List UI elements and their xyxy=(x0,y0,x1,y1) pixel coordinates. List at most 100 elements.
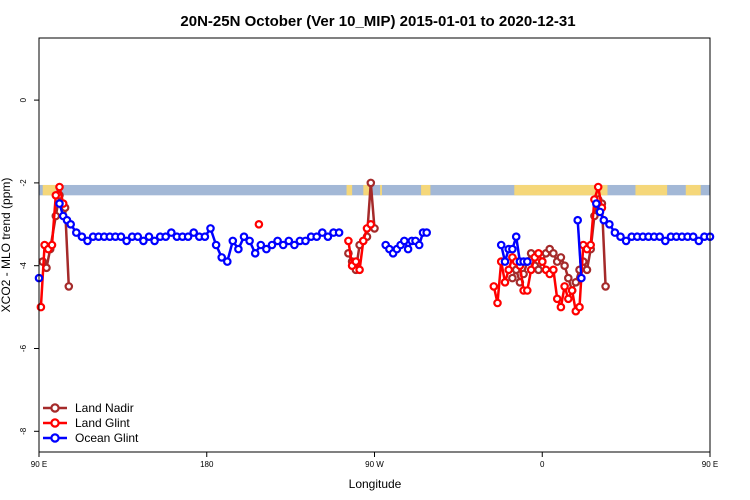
data-point xyxy=(552,294,562,304)
y-tick-label: -2 xyxy=(19,179,28,187)
data-point xyxy=(301,236,310,246)
data-point xyxy=(522,257,532,266)
data-point xyxy=(51,191,61,200)
data-point xyxy=(278,240,288,250)
legend-label: Ocean Glint xyxy=(75,431,139,445)
data-point xyxy=(599,215,609,225)
data-point xyxy=(355,265,364,275)
data-point xyxy=(655,232,665,242)
data-point xyxy=(688,232,698,242)
data-point xyxy=(571,277,581,287)
data-point xyxy=(399,236,409,246)
data-point xyxy=(560,282,569,291)
data-point xyxy=(217,253,227,262)
x-axis-label: Longitude xyxy=(349,477,402,491)
data-point xyxy=(496,240,506,250)
data-point xyxy=(77,232,87,242)
data-point xyxy=(511,232,521,242)
data-point xyxy=(556,253,566,262)
data-point xyxy=(239,232,249,242)
data-point xyxy=(366,178,376,188)
land-band-segment xyxy=(514,184,608,196)
data-point xyxy=(593,182,603,192)
data-point xyxy=(344,236,353,246)
data-point xyxy=(493,298,502,308)
data-point xyxy=(273,236,282,246)
data-point xyxy=(508,273,517,283)
data-point xyxy=(167,228,176,237)
data-point xyxy=(500,277,510,287)
land-ocean-band xyxy=(39,184,710,196)
x-tick-label: 90 E xyxy=(31,460,47,469)
data-point xyxy=(284,236,294,246)
plot-frame xyxy=(38,37,711,453)
data-point xyxy=(228,236,238,246)
data-point xyxy=(161,232,171,242)
x-tick-label: 180 xyxy=(200,460,214,469)
data-point xyxy=(534,249,543,258)
data-point xyxy=(55,182,64,192)
data-point xyxy=(563,273,573,283)
series-line xyxy=(576,220,583,279)
data-point xyxy=(526,265,536,275)
data-point xyxy=(200,232,210,242)
series-ocean-glint xyxy=(34,199,715,283)
data-point xyxy=(317,228,327,237)
data-point xyxy=(366,220,376,229)
data-point xyxy=(245,236,254,246)
ocean-band xyxy=(39,184,710,196)
legend-item: Land Glint xyxy=(43,416,130,430)
data-point xyxy=(489,282,499,291)
data-point xyxy=(267,240,277,250)
data-point xyxy=(595,207,605,217)
data-point xyxy=(189,228,199,237)
data-point xyxy=(83,236,92,246)
data-point xyxy=(549,249,558,258)
legend-label: Land Glint xyxy=(75,416,130,430)
data-point xyxy=(500,257,510,266)
data-point xyxy=(47,240,57,250)
data-point xyxy=(122,236,131,246)
land-band-segment xyxy=(635,184,668,196)
data-point xyxy=(139,236,148,246)
data-point xyxy=(116,232,126,242)
data-point xyxy=(616,232,625,242)
legend-item: Ocean Glint xyxy=(43,431,139,445)
data-point xyxy=(577,273,586,283)
data-point xyxy=(601,282,610,291)
data-point xyxy=(621,236,631,246)
data-point xyxy=(358,236,368,246)
data-point xyxy=(290,240,299,250)
data-point xyxy=(250,249,260,258)
data-point xyxy=(223,257,232,266)
data-point xyxy=(573,215,583,225)
data-point xyxy=(537,257,547,266)
data-point xyxy=(522,286,532,295)
y-tick-label: -4 xyxy=(19,262,28,270)
data-point xyxy=(610,228,620,237)
x-tick-label: 90 E xyxy=(702,460,718,469)
legend-marker xyxy=(50,418,60,428)
data-point xyxy=(323,232,333,242)
data-point xyxy=(660,236,670,246)
data-point xyxy=(556,302,566,312)
data-point xyxy=(72,228,81,237)
data-point xyxy=(150,236,159,246)
data-point xyxy=(567,286,577,295)
land-band-segment xyxy=(363,184,371,196)
legend-marker xyxy=(50,433,60,443)
data-point xyxy=(256,240,266,250)
data-point xyxy=(211,240,221,250)
data-point xyxy=(563,294,573,304)
data-point xyxy=(206,224,215,233)
data-point xyxy=(605,220,614,229)
y-tick-label: -6 xyxy=(19,344,28,352)
data-point xyxy=(312,232,322,242)
data-point xyxy=(534,265,543,275)
axes-layer: 90 E 180 90 W 0 90 E 0 -2 -4 -6 -8 xyxy=(19,37,718,469)
data-point xyxy=(591,199,601,208)
data-point xyxy=(262,244,271,254)
data-point xyxy=(414,240,424,250)
